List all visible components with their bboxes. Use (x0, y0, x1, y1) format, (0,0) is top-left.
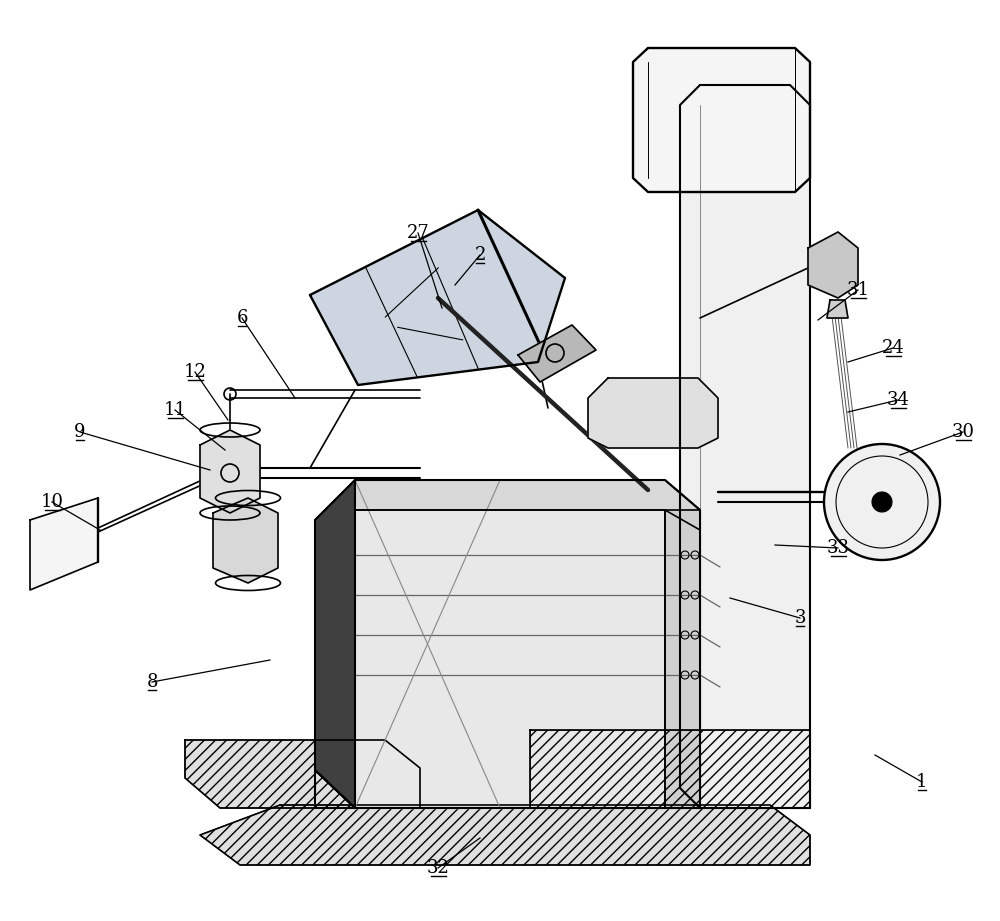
Polygon shape (30, 498, 98, 590)
Polygon shape (355, 510, 665, 808)
Polygon shape (213, 498, 278, 583)
Text: 6: 6 (236, 309, 248, 327)
Text: 27: 27 (407, 224, 429, 242)
Polygon shape (200, 430, 260, 513)
Polygon shape (808, 232, 858, 298)
Text: 8: 8 (146, 673, 158, 691)
Polygon shape (310, 210, 565, 385)
Polygon shape (355, 480, 700, 530)
Text: 34: 34 (887, 391, 909, 409)
Text: 12: 12 (184, 363, 206, 381)
Circle shape (872, 492, 892, 512)
Polygon shape (633, 48, 810, 192)
Text: 10: 10 (40, 493, 64, 511)
Text: 33: 33 (826, 539, 850, 557)
Polygon shape (588, 378, 718, 448)
Polygon shape (827, 300, 848, 318)
Polygon shape (680, 85, 810, 808)
Text: 3: 3 (794, 609, 806, 627)
Text: 1: 1 (916, 773, 928, 791)
Text: 2: 2 (474, 246, 486, 264)
Polygon shape (185, 740, 420, 808)
Circle shape (824, 444, 940, 560)
Polygon shape (315, 480, 355, 808)
Text: 9: 9 (74, 423, 86, 441)
Text: 11: 11 (164, 401, 186, 419)
Text: 30: 30 (952, 423, 974, 441)
Polygon shape (665, 510, 700, 808)
Text: 24: 24 (882, 339, 904, 357)
Text: 31: 31 (846, 281, 870, 299)
Polygon shape (530, 730, 810, 808)
Text: 32: 32 (427, 859, 449, 877)
Polygon shape (200, 805, 810, 865)
Polygon shape (518, 325, 596, 382)
